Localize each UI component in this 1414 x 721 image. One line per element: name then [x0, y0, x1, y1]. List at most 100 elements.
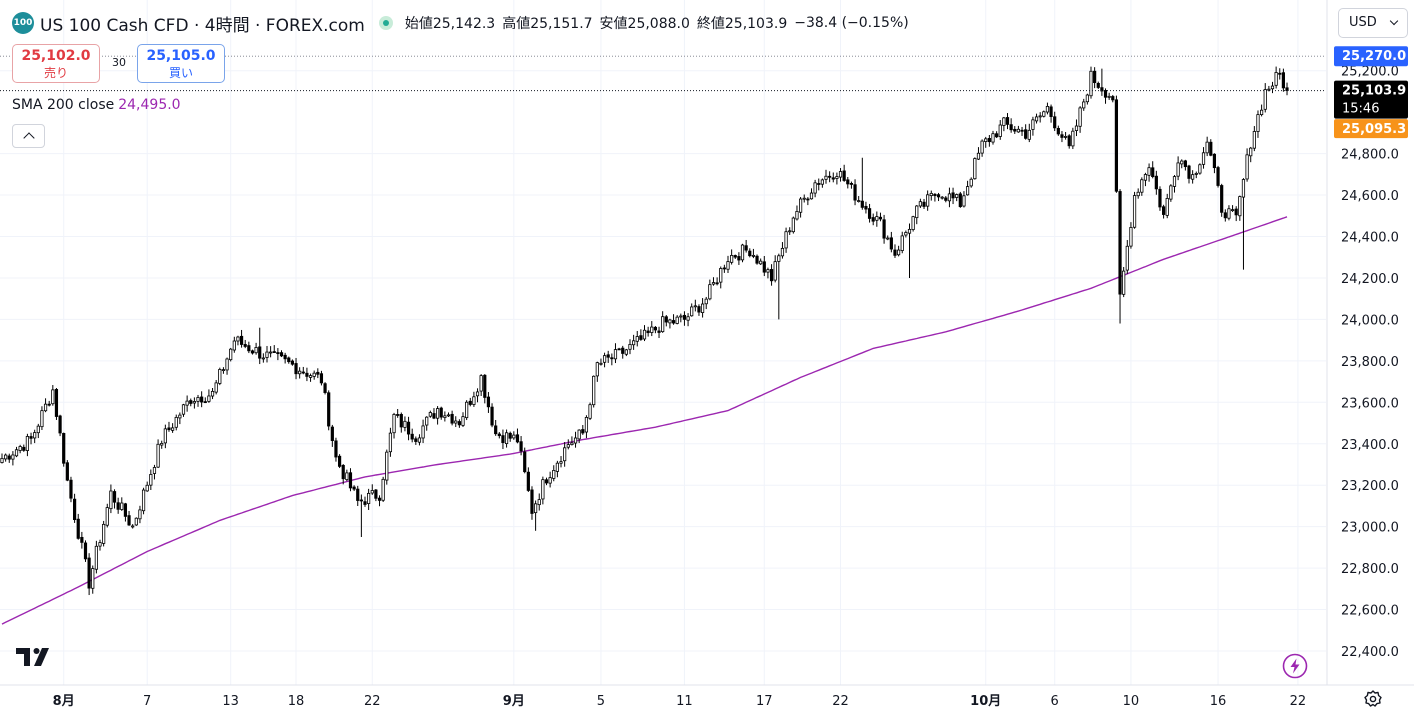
- candle-body: [962, 195, 966, 207]
- lightning-icon[interactable]: [1282, 653, 1308, 679]
- symbol-title[interactable]: US 100 Cash CFD · 4時間 · FOREX.com: [40, 15, 365, 36]
- candle-body: [225, 358, 229, 371]
- candle-body: [1274, 72, 1278, 86]
- candle-body: [446, 414, 451, 417]
- candle-body: [544, 479, 549, 484]
- time-tick-label: 6: [1051, 694, 1059, 709]
- candle-body: [1281, 72, 1285, 89]
- candle-body: [396, 414, 400, 416]
- candle-body: [780, 247, 785, 257]
- candle: [203, 397, 207, 404]
- candle-body: [65, 462, 69, 481]
- candle-body: [929, 193, 933, 197]
- candle-body: [486, 396, 491, 408]
- candle-body: [14, 449, 19, 457]
- candle-body: [356, 488, 360, 501]
- candle: [537, 493, 541, 511]
- candle: [425, 416, 429, 431]
- time-tick-label: 22: [832, 694, 849, 709]
- candle: [1118, 189, 1122, 324]
- candle-body: [221, 369, 226, 372]
- candle: [301, 366, 305, 375]
- buy-button[interactable]: 25,105.0 買い: [137, 44, 225, 83]
- candle-body: [1122, 270, 1126, 295]
- candle-body: [708, 284, 712, 300]
- candle-body: [555, 462, 559, 472]
- indicator-legend[interactable]: SMA 200 close 24,495.0: [12, 97, 181, 113]
- candle: [987, 134, 991, 147]
- candle: [363, 496, 367, 507]
- candle-body: [653, 326, 658, 331]
- candle-body: [269, 351, 273, 354]
- currency-selector[interactable]: USD: [1338, 8, 1408, 38]
- candle: [951, 187, 955, 205]
- candle-body: [112, 491, 117, 503]
- candle: [730, 249, 734, 265]
- candle-body: [802, 197, 806, 200]
- candle-body: [1045, 106, 1050, 113]
- candle-body: [1063, 136, 1068, 138]
- candle: [955, 193, 959, 202]
- candle: [490, 403, 494, 428]
- candle: [1125, 240, 1129, 274]
- candle-body: [788, 230, 792, 233]
- candle: [109, 484, 113, 514]
- candle-body: [494, 425, 498, 435]
- gear-icon[interactable]: [1363, 689, 1383, 709]
- candle: [864, 201, 868, 214]
- candle: [388, 427, 393, 457]
- candle: [751, 248, 756, 259]
- candle-body: [475, 391, 480, 397]
- candle-body: [134, 517, 138, 526]
- symbol-logo[interactable]: 100: [12, 12, 34, 34]
- candle-body: [250, 350, 255, 354]
- candle: [889, 231, 893, 253]
- candle: [210, 387, 215, 400]
- candle-body: [1034, 116, 1039, 122]
- candle: [341, 464, 345, 485]
- candle-body: [167, 427, 171, 431]
- candle: [432, 408, 436, 420]
- candle: [617, 347, 621, 351]
- candle-body: [33, 432, 37, 439]
- candle-body: [552, 470, 556, 479]
- candle: [671, 314, 676, 325]
- buy-price: 25,105.0: [146, 48, 216, 64]
- candle-body: [36, 425, 40, 434]
- collapse-legend-button[interactable]: [12, 124, 45, 148]
- candle: [1270, 81, 1275, 94]
- time-tick-label: 9月: [503, 694, 525, 709]
- candle: [995, 131, 999, 139]
- candle-body: [515, 434, 520, 443]
- candle: [218, 367, 222, 386]
- candle-body: [933, 193, 937, 197]
- candle: [650, 321, 654, 337]
- candle-body: [1089, 70, 1093, 97]
- candle: [443, 411, 447, 422]
- candle-body: [534, 503, 538, 514]
- sell-button[interactable]: 25,102.0 売り: [12, 44, 100, 83]
- time-tick-label: 18: [288, 694, 305, 709]
- candle: [1136, 188, 1140, 199]
- candle-body: [312, 372, 316, 377]
- candle: [200, 391, 204, 408]
- time-tick-label: 13: [222, 694, 239, 709]
- candle: [134, 517, 138, 526]
- candle: [1009, 118, 1013, 133]
- candle-body: [1009, 124, 1013, 131]
- candle-body: [664, 316, 668, 323]
- candle-body: [519, 441, 523, 452]
- candle: [624, 348, 628, 357]
- candle-body: [548, 477, 552, 484]
- candle: [838, 168, 843, 182]
- candle-body: [185, 400, 189, 406]
- candle: [316, 368, 320, 379]
- candle-body: [236, 336, 240, 342]
- candle-body: [406, 421, 411, 435]
- candle-body: [1263, 89, 1267, 110]
- candle-body: [693, 305, 697, 308]
- candle: [410, 428, 414, 443]
- tradingview-logo[interactable]: [16, 645, 56, 667]
